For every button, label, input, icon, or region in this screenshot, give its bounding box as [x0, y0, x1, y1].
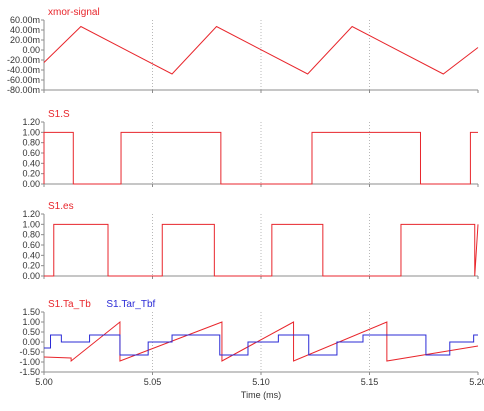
series-legend: S1.Ta_Tb [48, 299, 91, 310]
series-legend: S1.es [48, 201, 74, 212]
y-tick-label: 0.00 [22, 271, 40, 281]
panel-3: 1.201.000.800.600.400.200.00 S1.es [22, 201, 479, 281]
series-legend: S1.Tar_Tbf [106, 299, 155, 310]
x-tick-label: 5.15 [361, 377, 379, 387]
y-tick-label: -1.50 [19, 367, 40, 377]
series-legend: xmor-signal [48, 7, 100, 18]
x-tick-label: 5.10 [252, 377, 270, 387]
y-tick-label: 1.20 [22, 117, 40, 127]
panel-4: 1.501.000.500.00-0.50-1.00-1.50 S1.Ta_Tb S… [19, 299, 479, 377]
y-tick-label: -40.00m [7, 65, 40, 75]
x-tick-label: 5.20 [469, 377, 484, 387]
x-axis-title: Time (ms) [241, 390, 281, 400]
y-tick-label: 0.50 [22, 327, 40, 337]
y-tick-label: 0.20 [22, 261, 40, 271]
panel-2: 1.201.000.800.600.400.200.00 S1.S [22, 109, 479, 189]
y-tick-label: -60.00m [7, 75, 40, 85]
y-tick-label: 0.40 [22, 158, 40, 168]
series-line-S1.Ta_Tb [43, 320, 479, 363]
y-tick-label: 1.00 [22, 127, 40, 137]
y-tick-label: 0.80 [22, 138, 40, 148]
y-tick-label: -80.00m [7, 85, 40, 95]
y-tick-label: 1.00 [22, 317, 40, 327]
x-tick-label: 5.00 [35, 377, 53, 387]
y-tick-label: -20.00m [7, 55, 40, 65]
x-tick-label: 5.05 [144, 377, 162, 387]
y-tick-label: 0.60 [22, 240, 40, 250]
y-tick-label: 1.00 [22, 219, 40, 229]
y-tick-label: 40.00m [10, 25, 40, 35]
y-tick-label: 0.40 [22, 250, 40, 260]
y-tick-label: 1.50 [22, 307, 40, 317]
y-tick-label: 20.00m [10, 35, 40, 45]
y-tick-label: -1.00 [19, 357, 40, 367]
series-line-xmor-signal [43, 25, 479, 75]
y-tick-label: 0.80 [22, 230, 40, 240]
y-tick-label: 0.00 [22, 45, 40, 55]
series-legend: S1.S [48, 109, 70, 120]
series-line-S1.S [43, 131, 478, 185]
y-tick-label: 0.00 [22, 337, 40, 347]
y-tick-label: 0.20 [22, 169, 40, 179]
y-tick-label: 1.20 [22, 209, 40, 219]
y-tick-label: 0.60 [22, 148, 40, 158]
panel-1: 60.00m40.00m20.00m0.00-20.00m-40.00m-60.… [7, 7, 479, 95]
y-tick-label: -0.50 [19, 347, 40, 357]
y-tick-label: 60.00m [10, 15, 40, 25]
y-tick-label: 0.00 [22, 179, 40, 189]
series-line-S1.Tar_Tbf [44, 334, 478, 356]
series-line-S1.es [44, 223, 479, 277]
